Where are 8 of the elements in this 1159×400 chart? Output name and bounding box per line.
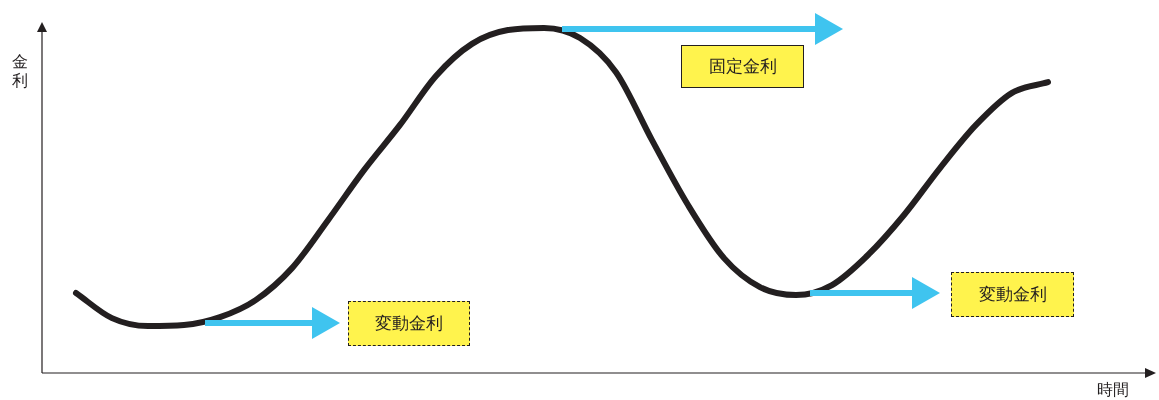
annotation: 変動金利 bbox=[375, 312, 443, 335]
annotation: 変動金利 bbox=[978, 283, 1047, 306]
y-axis-title: 金利 bbox=[12, 52, 29, 90]
note-box: 固定金利 bbox=[681, 45, 804, 88]
note-box: 変動金利 bbox=[348, 301, 470, 346]
annotation: 固定金利 bbox=[708, 55, 777, 78]
note-box: 変動金利 bbox=[951, 272, 1074, 317]
x-axis-title: 時間 bbox=[1097, 380, 1129, 400]
